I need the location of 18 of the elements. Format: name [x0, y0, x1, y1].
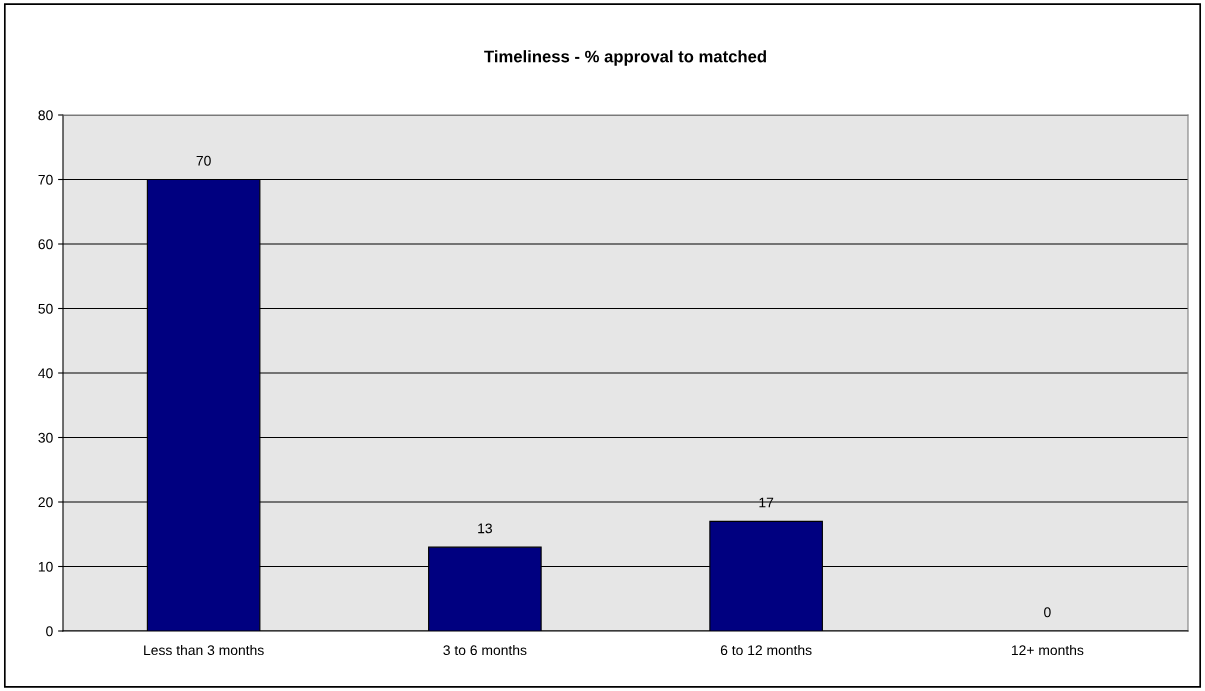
y-tick-label: 40 — [38, 368, 53, 379]
data-label: 70 — [196, 155, 211, 166]
y-tick-label: 30 — [38, 432, 53, 443]
data-label: 0 — [1044, 607, 1051, 618]
x-tick-label: 12+ months — [1011, 644, 1084, 656]
x-tick-label: Less than 3 months — [144, 644, 264, 656]
x-tick-label: 3 to 6 months — [443, 644, 527, 656]
y-tick-label: 80 — [38, 110, 53, 121]
y-tick-label: 70 — [38, 174, 53, 185]
y-tick-label: 20 — [38, 497, 53, 508]
data-label: 13 — [478, 523, 492, 534]
data-label: 17 — [759, 497, 774, 508]
y-tick-label: 0 — [46, 626, 53, 637]
x-tick-label: 6 to 12 months — [720, 644, 812, 656]
y-tick-label: 60 — [38, 239, 53, 250]
chart-title: Timeliness - % approval to matched — [484, 50, 766, 66]
y-tick-label: 10 — [38, 561, 53, 572]
y-tick-label: 50 — [38, 303, 53, 314]
